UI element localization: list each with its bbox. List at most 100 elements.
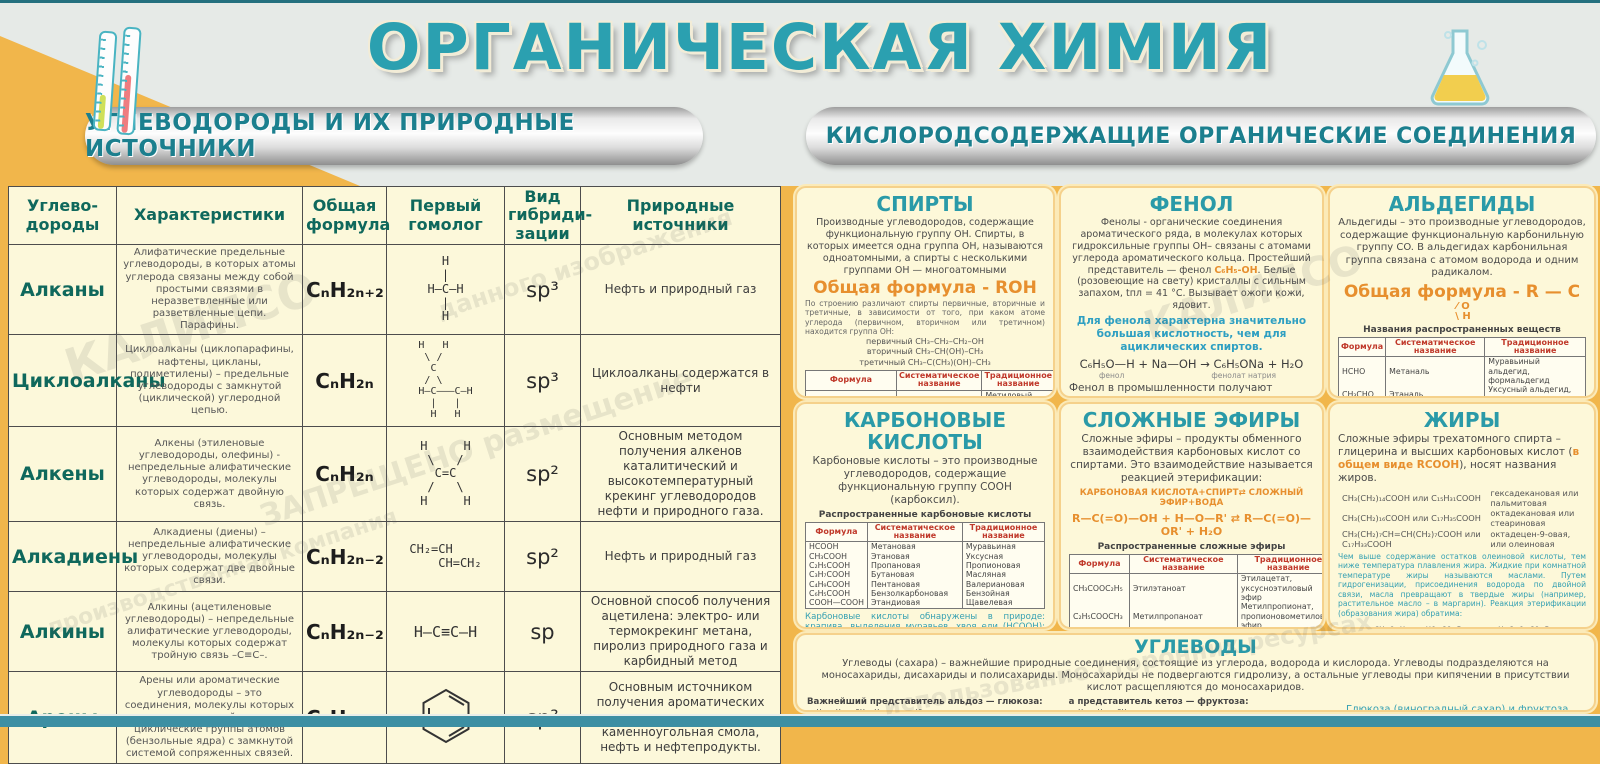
phenol-intro-text: . Белые (розовеющие на свету) кристаллы … (1077, 264, 1306, 312)
mini-col-traditional: Традиционное название (981, 369, 1053, 391)
table-cell: Масляная (961, 570, 1046, 580)
fats-formula: в общем виде RCOOH (1338, 446, 1580, 472)
panel-title: УГЛЕВОДЫ (1134, 636, 1257, 658)
table-cell: Пропионовая (961, 560, 1046, 571)
table-row-cycloalkanes: Циклоалканы Циклоалканы (циклопарафины, … (8, 334, 781, 428)
branch-oxygen: ⁄ O (1456, 300, 1470, 312)
table-cell: CH₃(CH₂)₇CH=CH(CH₂)₇COOH или C₁₇H₃₃COOH (1342, 528, 1481, 549)
mini-col-systematic: Систематическое название (895, 369, 983, 391)
natural-source: Циклоалканы содержатся в нефти (580, 334, 781, 428)
aldehydes-table: Формула Систематическое название Традици… (1337, 336, 1586, 396)
natural-source: Основным методом получения алкенов катал… (580, 426, 781, 523)
table-cell: Пропановая (866, 560, 963, 571)
example-secondary: вторичный CH₃–CH(OH)–CH₃ (866, 347, 984, 357)
table-cell: Этилэтаноат (1128, 573, 1238, 603)
table-cell: Пентановая (866, 579, 963, 589)
fats-intro-text: ), носят названия жиров. (1338, 459, 1557, 485)
phenol-intro: Фенолы - органические соединения аромати… (1069, 217, 1314, 312)
formula-text: Общая формула - R — C (1343, 281, 1581, 302)
col-header-characteristics: Характеристики (116, 185, 303, 246)
mini-col-formula: Формула (805, 369, 897, 391)
natural-source: Нефть и природный газ (580, 244, 781, 336)
first-homolog-structure: H—C≡C—H (386, 591, 505, 673)
butadiene-structure: CH₂=CH CH=CH₂ (409, 542, 482, 570)
mini-header-row: Формула Систематическое название Традици… (805, 369, 1053, 391)
phenol-formula: C₆H₅-OH (1214, 264, 1258, 276)
general-formula: CₙH₂ₙ₋₂ (302, 591, 387, 673)
panel-carbohydrates: УГЛЕВОДЫ Углеводы (сахара) – важнейшие п… (795, 633, 1596, 712)
phenol-industry-text: Фенол в промышленности получают нагреван… (1069, 382, 1287, 396)
aldehydes-general-formula: Общая формула - R — C ⁄ O \ H (1338, 282, 1586, 323)
table-cell: гексадекановая или пальмитовая (1490, 487, 1579, 508)
hydrocarbon-name: Алкадиены (8, 521, 138, 593)
table-row: C₆H₅COOH Бензолкарбоновая Бензойная (805, 589, 1046, 599)
mini-col-systematic: Систематическое название (1128, 553, 1238, 575)
col-header-hydrocarbons: Углево­дороды (8, 185, 117, 246)
thermometer-icon (92, 26, 152, 136)
table-row: C₂H₅COOH Пропановая Пропионовая (805, 560, 1046, 571)
table-cell: Бутановая (866, 570, 963, 580)
fatty-acids-list: CH₃(CH₂)₁₄COOH или C₁₅H₃₁COOH гексадекано… (1338, 488, 1586, 550)
col-header-general-formula: Общая формула (302, 185, 390, 246)
natural-source: Нефть и природный газ (580, 521, 781, 593)
top-border (0, 0, 1600, 3)
alcohols-general-formula: Общая формула - ROH (813, 278, 1037, 299)
banner-label: КИСЛОРОДСОДЕРЖАЩИЕ ОРГАНИЧЕСКИЕ СОЕДИНЕН… (825, 123, 1577, 149)
acids-table-title: Распространенные карбоновые кислоты (818, 509, 1032, 520)
table-row-alkynes: Алкины Алкины (ацетиленовые углеводороды… (8, 591, 781, 673)
hydrocarbon-desc: Алкины (ацетиленовые углеводороды) – неп… (116, 591, 303, 673)
esters-intro: Сложные эфиры – продукты обменного взаим… (1070, 433, 1313, 485)
alcohols-table: Формула Систематическое название Традици… (805, 369, 1053, 396)
table-cell: Бензолкарбоновая (866, 589, 963, 599)
hybridization-value: sp² (504, 521, 581, 593)
table-cell: Метилпропионат, пропионовометиловый эфир (1236, 602, 1322, 627)
table-cell: Этаналь (1385, 385, 1486, 396)
acetylene-structure: H—C≡C—H (413, 623, 478, 642)
hydrocarbon-name: Алкины (8, 591, 117, 673)
panel-esters: СЛОЖНЫЕ ЭФИРЫ Сложные эфиры – продукты о… (1059, 402, 1324, 629)
table-cell: C₂H₅COOCH₃ (1069, 602, 1130, 627)
table-cell: Метановая (866, 541, 963, 552)
table-cell: Муравьиная (961, 541, 1046, 552)
table-row-alkadienes: Алкадиены Алкадиены (диены) – непредельн… (8, 521, 781, 593)
methane-structure: H | H—C—H | H (427, 254, 464, 324)
phenol-intro-text: Фенолы - органические соединения аромати… (1072, 217, 1311, 276)
table-cell: Муравьиный альдегид, формальдегид (1484, 356, 1586, 386)
fructose-label: а представитель кетоз — фруктоза: (1068, 696, 1249, 707)
table-row: COOH—COOH Этандиовая Щавелевая (805, 598, 1046, 609)
carbs-intro: Углеводы (сахара) – важнейшие природные … (821, 657, 1570, 694)
table-cell: октадецен-9-овая, или олеиновая (1490, 528, 1571, 549)
col-header-natural-sources: Природные источники (580, 185, 781, 246)
mini-header-row: Формула Систематическое название Традици… (805, 521, 1046, 543)
table-row: C₃H₇COOH Бутановая Масляная (805, 570, 1046, 580)
first-homolog-structure: H | H—C—H | H (386, 244, 505, 336)
thermometer-liquid (121, 74, 132, 134)
banner-label: УГЛЕВОДОРОДЫ И ИХ ПРИРОДНЫЕ ИСТОЧНИКИ (85, 110, 575, 162)
hydrocarbon-desc: Алкадиены (диены) – непредельные алифати… (116, 521, 303, 593)
panel-alcohols: СПИРТЫ Производные углеводородов, содерж… (795, 186, 1055, 398)
bottom-border (0, 714, 1600, 727)
hydrocarbon-desc: Алифатические предельные углеводороды, в… (116, 244, 303, 336)
fructose-structure: H H OH CH₂—C——C——C——C———CH₂ OH OH OH H O… (1069, 708, 1323, 710)
table-cell: HCHO (1337, 356, 1387, 386)
glucose-block: Важнейший представитель альдоз — глюкоза… (807, 697, 1061, 710)
section-banner-hydrocarbons: УГЛЕВОДОРОДЫ И ИХ ПРИРОДНЫЕ ИСТОЧНИКИ (85, 107, 703, 165)
table-cell: октадекановая или стеариновая (1490, 508, 1575, 529)
alcohols-intro: Производные углеводородов, содержащие фу… (806, 217, 1044, 276)
panel-phenol: ФЕНОЛ Фенолы - органические соединения а… (1059, 186, 1324, 398)
ethylene-structure: H H \ / C=C / \ H H (420, 438, 471, 509)
table-cell: Бензойная (961, 589, 1046, 599)
table-cell: CH₃OH (805, 390, 897, 396)
alcohols-examples: первичный CH₃–CH₂–CH₂–OH вторичный CH₃–C… (805, 337, 1045, 368)
table-cell: C₄H₉COOH (805, 579, 868, 589)
general-formula: CₙH₂ₙ (302, 334, 387, 428)
label-phenol: фенол (1099, 371, 1125, 381)
table-cell: COOH—COOH (805, 598, 868, 609)
esters-table-title: Распространенные сложные эфиры (1097, 541, 1286, 552)
table-cell: Уксусная (961, 551, 1046, 561)
hybridization-value: sp³ (504, 334, 581, 428)
panel-title: СЛОЖНЫЕ ЭФИРЫ (1082, 408, 1301, 432)
fats-note: Чем выше содержание остатков олеиновой к… (1338, 552, 1586, 618)
carbonyl-branch: ⁄ O \ H (1455, 300, 1471, 323)
table-cell: HCOOH (805, 541, 868, 552)
